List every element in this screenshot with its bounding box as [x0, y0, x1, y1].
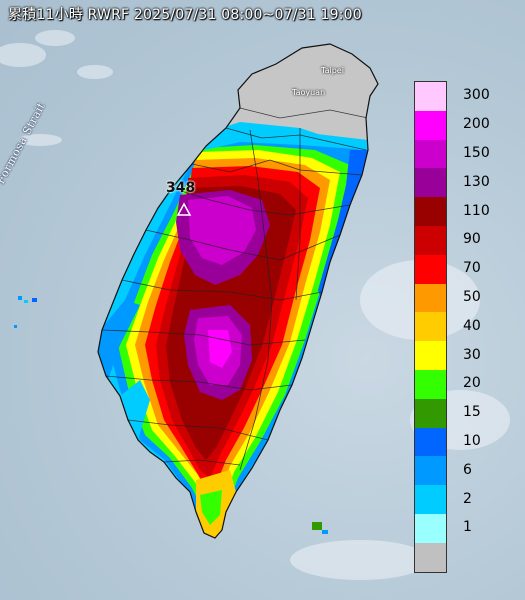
- rainfall-legend: [414, 81, 447, 573]
- legend-swatch: [415, 513, 446, 543]
- legend-swatch: [415, 427, 446, 457]
- map-title: 累積11小時 RWRF 2025/07/31 08:00~07/31 19:00: [8, 7, 362, 23]
- legend-swatch: [415, 312, 446, 342]
- legend-swatch: [415, 398, 446, 428]
- legend-label: 200: [463, 116, 490, 133]
- legend-swatch: [415, 82, 446, 111]
- legend-label: 50: [463, 289, 481, 305]
- county-boundaries: [101, 107, 369, 471]
- legend-swatch: [415, 341, 446, 370]
- legend-label: 2: [463, 490, 472, 507]
- legend-swatch: [415, 197, 446, 226]
- max-location-marker: [176, 202, 192, 216]
- legend-swatch: [415, 485, 446, 514]
- city-label-taipei: Taipei: [321, 66, 344, 75]
- legend-label: 300: [463, 87, 490, 104]
- legend-label: 6: [463, 461, 472, 478]
- legend-swatch: [415, 225, 446, 255]
- city-label-taoyuan: Taoyuan: [292, 88, 326, 97]
- legend-swatch: [415, 110, 446, 140]
- rainfall-bands: [98, 50, 378, 538]
- legend-swatch: [415, 254, 446, 284]
- legend-label: 110: [463, 202, 490, 219]
- legend-swatch: [415, 139, 446, 169]
- island-outline: [97, 43, 379, 539]
- legend-swatch: [415, 283, 446, 313]
- legend-swatch: [415, 369, 446, 399]
- legend-label: 15: [463, 404, 481, 421]
- legend-label: 40: [463, 317, 481, 334]
- legend-label: 70: [463, 260, 481, 277]
- legend-swatch: [415, 456, 446, 486]
- legend-label: 90: [463, 231, 481, 248]
- legend-label: 20: [463, 375, 481, 392]
- legend-swatch: [415, 542, 446, 572]
- offshore-islands: [14, 296, 328, 534]
- legend-label: 30: [463, 346, 481, 363]
- legend-label: 130: [463, 173, 490, 190]
- legend-swatch: [415, 168, 446, 198]
- max-rainfall-value: 348: [166, 180, 196, 196]
- legend-label: 1: [463, 519, 472, 536]
- legend-label: 10: [463, 433, 481, 449]
- legend-label: 150: [463, 145, 490, 161]
